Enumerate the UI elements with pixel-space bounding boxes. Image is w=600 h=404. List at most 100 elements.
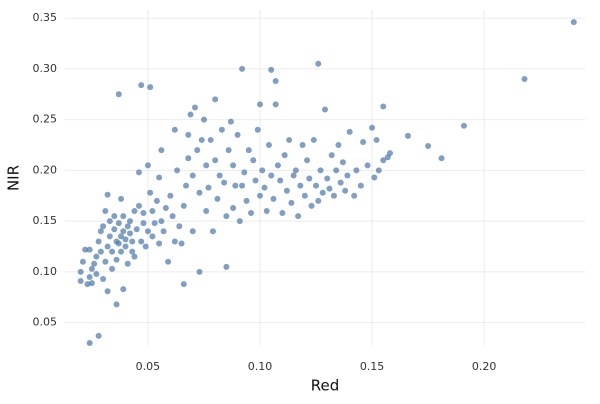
point [297, 182, 304, 189]
point [198, 136, 205, 143]
point [205, 184, 212, 191]
point [404, 132, 411, 139]
point [223, 263, 230, 270]
point [230, 162, 237, 169]
point [158, 218, 165, 225]
point [223, 213, 230, 220]
point [124, 223, 131, 230]
point [438, 155, 445, 162]
point [342, 187, 349, 194]
point [346, 128, 353, 135]
point [304, 157, 311, 164]
point [144, 162, 151, 169]
point [257, 192, 263, 199]
point [187, 111, 194, 118]
point [153, 197, 160, 204]
point [339, 159, 346, 166]
point [252, 177, 259, 184]
point [364, 162, 371, 169]
point [283, 187, 290, 194]
point [373, 136, 380, 143]
point [239, 182, 246, 189]
point [232, 182, 239, 189]
point [203, 162, 210, 169]
point [158, 147, 165, 154]
point [115, 91, 122, 98]
point [212, 157, 219, 164]
point [241, 169, 248, 176]
point [104, 288, 111, 295]
point [360, 138, 367, 145]
point [120, 213, 127, 220]
point [95, 332, 102, 339]
point [109, 248, 116, 255]
point [322, 106, 328, 113]
point [230, 204, 237, 211]
point [250, 157, 257, 164]
point [88, 265, 95, 272]
point [281, 152, 288, 159]
point [328, 152, 335, 159]
point [274, 162, 281, 169]
point [149, 233, 156, 240]
y-tick-label: 0.05 [33, 316, 58, 329]
y-tick-label: 0.30 [33, 62, 58, 75]
point [270, 195, 277, 202]
point [82, 246, 89, 253]
point [380, 103, 387, 110]
point [127, 230, 133, 237]
point [169, 213, 176, 220]
point [151, 220, 158, 227]
point [570, 19, 577, 26]
point [133, 226, 140, 233]
point [369, 124, 376, 131]
x-tick-label: 0.10 [248, 360, 273, 373]
point [353, 167, 360, 174]
point [189, 172, 196, 179]
y-tick-label: 0.35 [33, 11, 58, 24]
point [109, 265, 116, 272]
point [259, 167, 266, 174]
point [77, 268, 84, 275]
point [225, 147, 232, 154]
point [272, 101, 279, 108]
x-axis-title: Red [311, 377, 340, 395]
point [185, 131, 192, 138]
point [315, 60, 322, 67]
point [106, 233, 113, 240]
point [138, 238, 145, 245]
point [113, 301, 120, 308]
point [313, 182, 320, 189]
point [189, 228, 196, 235]
point [93, 253, 100, 260]
point [335, 142, 342, 149]
y-tick-label: 0.25 [33, 113, 58, 126]
x-tick-label: 0.15 [360, 360, 385, 373]
point [118, 195, 125, 202]
point [86, 273, 93, 280]
point [171, 126, 178, 133]
point [245, 147, 252, 154]
point [111, 213, 118, 220]
point [310, 136, 317, 143]
x-tick-label: 0.05 [136, 360, 161, 373]
point [214, 195, 221, 202]
point [102, 208, 109, 214]
point [375, 167, 382, 174]
point [113, 256, 120, 263]
point [156, 240, 163, 247]
point [196, 189, 203, 196]
point [387, 150, 393, 157]
point [277, 177, 284, 184]
point [77, 278, 84, 285]
point [261, 184, 268, 191]
point [160, 228, 167, 235]
point [135, 169, 142, 176]
point [183, 182, 190, 189]
point [104, 191, 111, 198]
point [239, 65, 246, 72]
point [330, 192, 337, 199]
point [156, 174, 163, 181]
